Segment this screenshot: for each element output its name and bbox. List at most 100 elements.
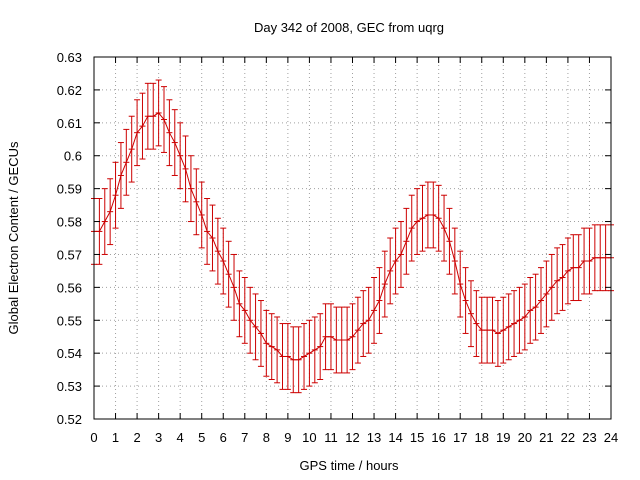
data-point — [537, 267, 544, 334]
y-axis-label: Global Electron Content / GECUs — [6, 141, 21, 334]
x-tick-label: 17 — [453, 430, 467, 445]
y-tick-label: 0.52 — [57, 412, 82, 427]
axis-tick-labels: 0 1 2 3 4 5 6 7 8 9 10 11 12 13 14 15 16 17 18 19 20 21 22 23 24… — [57, 50, 619, 445]
data-point — [543, 260, 550, 328]
data-point — [505, 293, 512, 361]
axis-ticks — [93, 56, 612, 420]
data-point — [435, 184, 442, 252]
data-point — [602, 224, 609, 292]
x-tick-label: 1 — [112, 430, 119, 445]
data-point — [365, 286, 372, 354]
y-tick-label: 0.6 — [64, 149, 82, 164]
data-point — [511, 290, 518, 357]
data-point — [101, 188, 108, 255]
data-point — [344, 306, 351, 374]
data-point — [354, 296, 361, 364]
data-point — [581, 227, 588, 295]
data-point — [263, 309, 270, 377]
data-point — [554, 247, 561, 315]
x-tick-label: 16 — [431, 430, 445, 445]
y-tick-label: 0.56 — [57, 280, 82, 295]
data-point — [446, 207, 453, 275]
data-point — [161, 86, 168, 153]
x-tick-label: 10 — [302, 430, 316, 445]
data-point — [220, 227, 227, 295]
data-point — [392, 227, 399, 295]
data-point — [187, 155, 194, 223]
data-point — [381, 250, 388, 318]
y-tick-label: 0.54 — [57, 346, 82, 361]
y-tick-label: 0.63 — [57, 50, 82, 65]
x-tick-label: 2 — [133, 430, 140, 445]
data-point — [586, 227, 593, 295]
x-tick-label: 14 — [388, 430, 402, 445]
chart-title: Day 342 of 2008, GEC from uqrg — [254, 20, 444, 35]
data-point — [349, 303, 356, 371]
data-point — [171, 109, 178, 176]
x-tick-label: 24 — [604, 430, 618, 445]
data-point — [564, 237, 571, 305]
data-point — [155, 79, 162, 147]
data-point — [112, 161, 119, 229]
data-point — [575, 234, 582, 302]
data-point — [231, 253, 238, 321]
data-point — [408, 194, 415, 262]
data-point — [516, 286, 523, 354]
data-point — [591, 224, 598, 292]
data-point — [548, 253, 555, 321]
data-point — [414, 188, 421, 255]
y-tick-label: 0.57 — [57, 247, 82, 262]
y-tick-label: 0.61 — [57, 116, 82, 131]
data-point — [403, 207, 410, 275]
data-point — [457, 250, 464, 318]
data-point — [241, 276, 248, 344]
data-point — [209, 204, 216, 272]
data-point — [128, 115, 135, 183]
x-tick-label: 13 — [367, 430, 381, 445]
y-tick-label: 0.55 — [57, 313, 82, 328]
data-point — [597, 224, 604, 292]
data-point — [198, 181, 205, 249]
data-point — [306, 319, 313, 387]
x-tick-label: 7 — [241, 430, 248, 445]
x-tick-label: 0 — [90, 430, 97, 445]
data-point — [322, 303, 329, 371]
x-tick-label: 18 — [475, 430, 489, 445]
x-tick-label: 3 — [155, 430, 162, 445]
data-point — [424, 181, 431, 249]
data-point — [166, 99, 173, 167]
data-point — [236, 270, 243, 338]
x-tick-label: 11 — [324, 430, 338, 445]
data-point — [570, 234, 577, 302]
x-tick-label: 22 — [561, 430, 575, 445]
data-point — [451, 227, 458, 295]
data-point — [467, 280, 474, 348]
x-tick-label: 21 — [539, 430, 553, 445]
data-point — [204, 198, 211, 265]
data-point — [268, 313, 275, 381]
data-point — [397, 221, 404, 288]
data-point — [117, 142, 124, 209]
data-point — [371, 276, 378, 344]
data-point — [252, 293, 259, 361]
data-point — [96, 198, 103, 265]
y-tick-label: 0.53 — [57, 379, 82, 394]
data-point — [462, 267, 469, 334]
data-point — [419, 184, 426, 252]
data-point — [284, 323, 291, 390]
y-tick-label: 0.59 — [57, 182, 82, 197]
x-tick-label: 19 — [496, 430, 510, 445]
data-point — [532, 273, 539, 341]
data-point — [317, 313, 324, 381]
x-tick-label: 23 — [582, 430, 596, 445]
data-point — [301, 323, 308, 390]
data-point — [494, 300, 501, 367]
x-tick-label: 15 — [410, 430, 424, 445]
data-point — [387, 237, 394, 305]
data-point — [247, 286, 254, 354]
data-point — [559, 244, 566, 311]
x-tick-label: 9 — [284, 430, 291, 445]
data-point — [144, 82, 151, 150]
